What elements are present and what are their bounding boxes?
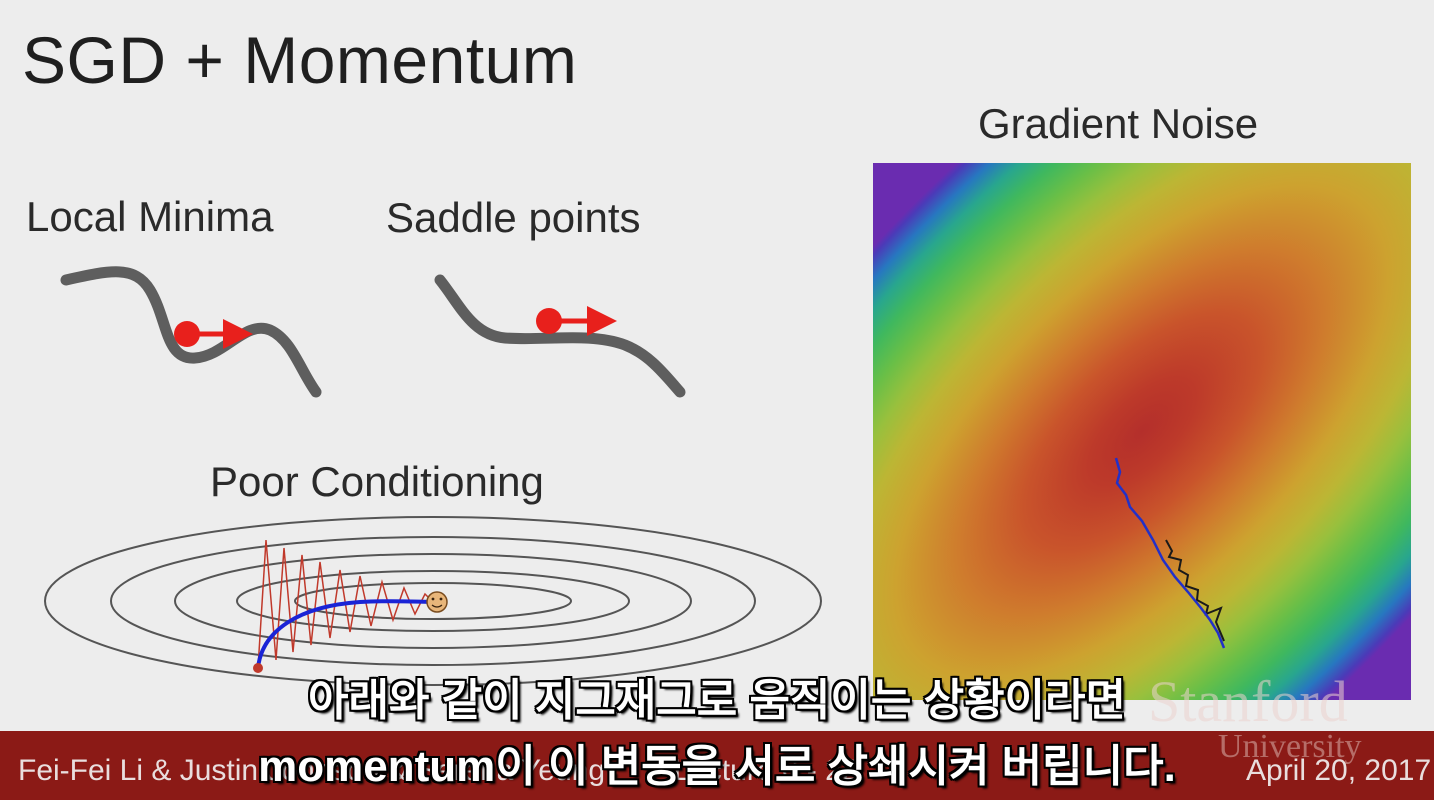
subtitle-line-2: momentum이 이 변동을 서로 상쇄시켜 버립니다. [0,730,1434,794]
subtitle-line-1: 아래와 같이 지그재그로 움직이는 상황이라면 [0,664,1434,728]
saddle-point-curve [440,280,680,392]
minimum-smiley [427,592,447,612]
noise-path-black [1166,540,1224,641]
saddle-point-ball [536,308,562,334]
local-minima-ball [174,321,200,347]
